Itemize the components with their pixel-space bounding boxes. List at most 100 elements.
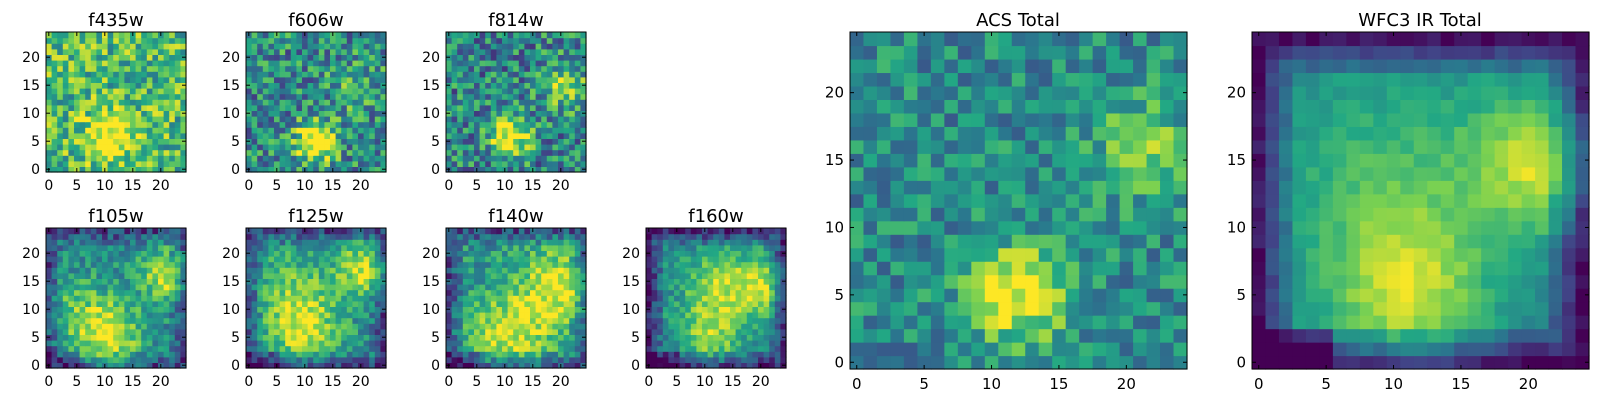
heatmap-cell bbox=[68, 93, 75, 100]
heatmap-cell bbox=[724, 351, 731, 358]
heatmap-cell bbox=[662, 261, 669, 268]
heatmap-cell bbox=[296, 356, 303, 363]
y-tick-label: 15 bbox=[422, 78, 440, 94]
heatmap-cell bbox=[850, 261, 865, 276]
heatmap-cell bbox=[679, 228, 686, 235]
heatmap-cell bbox=[502, 289, 509, 296]
heatmap-cell bbox=[51, 239, 58, 246]
heatmap-cell bbox=[346, 244, 353, 251]
heatmap-cell bbox=[1119, 261, 1134, 276]
heatmap-cell bbox=[850, 328, 865, 343]
heatmap-cell bbox=[274, 71, 281, 78]
heatmap-cell bbox=[485, 250, 492, 257]
heatmap-cell bbox=[363, 121, 370, 128]
heatmap-cell bbox=[485, 160, 492, 167]
heatmap-cell bbox=[746, 295, 753, 302]
heatmap-cell bbox=[51, 317, 58, 324]
heatmap-cell bbox=[462, 228, 469, 235]
heatmap-cell bbox=[457, 160, 464, 167]
heatmap-cell bbox=[135, 138, 142, 145]
heatmap-cell bbox=[169, 284, 176, 291]
heatmap-cell bbox=[358, 312, 365, 319]
heatmap-cell bbox=[552, 32, 559, 39]
heatmap-cell bbox=[262, 295, 269, 302]
heatmap-cell bbox=[730, 284, 737, 291]
heatmap-cell bbox=[518, 267, 525, 274]
y-tick-label: 5 bbox=[231, 134, 240, 150]
heatmap-cell bbox=[518, 362, 525, 369]
heatmap-cell bbox=[451, 295, 458, 302]
heatmap-cell bbox=[130, 312, 137, 319]
heatmap-cell bbox=[479, 149, 486, 156]
heatmap-cell bbox=[563, 138, 570, 145]
heatmap-cell bbox=[513, 60, 520, 67]
heatmap-cell bbox=[290, 144, 297, 151]
heatmap-cell bbox=[496, 110, 503, 117]
heatmap-cell bbox=[302, 312, 309, 319]
heatmap-cell bbox=[651, 340, 658, 347]
heatmap-cell bbox=[479, 110, 486, 117]
heatmap-cell bbox=[124, 345, 131, 352]
heatmap-cell bbox=[574, 267, 581, 274]
heatmap-cell bbox=[1079, 247, 1094, 262]
heatmap-cell bbox=[369, 110, 376, 117]
y-tick-label: 15 bbox=[22, 78, 40, 94]
heatmap-cell bbox=[474, 138, 481, 145]
heatmap-cell bbox=[279, 278, 286, 285]
heatmap-cell bbox=[124, 306, 131, 313]
heatmap-cell bbox=[146, 300, 153, 307]
heatmap-cell bbox=[102, 116, 109, 123]
heatmap-cell bbox=[113, 121, 120, 128]
heatmap-cell bbox=[1011, 315, 1026, 330]
heatmap-cell bbox=[563, 32, 570, 39]
heatmap-cell bbox=[102, 104, 109, 111]
heatmap-cell bbox=[752, 250, 759, 257]
heatmap-cell bbox=[1092, 288, 1107, 303]
heatmap-cell bbox=[246, 65, 253, 72]
heatmap-cell bbox=[674, 239, 681, 246]
heatmap-cell bbox=[668, 272, 675, 279]
heatmap-cell bbox=[257, 233, 264, 240]
heatmap-cell bbox=[580, 37, 587, 44]
heatmap-cell bbox=[552, 345, 559, 352]
heatmap-cell bbox=[890, 261, 905, 276]
heatmap-cell bbox=[90, 127, 97, 134]
heatmap-cell bbox=[451, 284, 458, 291]
heatmap-cell bbox=[1092, 220, 1107, 235]
heatmap-cell bbox=[102, 272, 109, 279]
heatmap-cell bbox=[774, 272, 781, 279]
heatmap-cell bbox=[335, 233, 342, 240]
y-tick-label: 15 bbox=[422, 274, 440, 290]
heatmap-cell bbox=[90, 295, 97, 302]
heatmap-cell bbox=[363, 284, 370, 291]
heatmap-cell bbox=[651, 300, 658, 307]
heatmap-cell bbox=[352, 289, 359, 296]
heatmap-cell bbox=[490, 104, 497, 111]
heatmap-cell bbox=[518, 116, 525, 123]
heatmap-cell bbox=[850, 220, 865, 235]
heatmap-cell bbox=[730, 289, 737, 296]
heatmap-cell bbox=[563, 289, 570, 296]
heatmap-cell bbox=[46, 155, 53, 162]
heatmap-cell bbox=[674, 244, 681, 251]
heatmap-cell bbox=[79, 48, 86, 55]
heatmap-cell bbox=[1038, 193, 1053, 208]
heatmap-cell bbox=[363, 340, 370, 347]
heatmap-cell bbox=[257, 261, 264, 268]
heatmap-cell bbox=[279, 362, 286, 369]
heatmap-cell bbox=[251, 88, 258, 95]
heatmap-cell bbox=[57, 334, 64, 341]
heatmap-cell bbox=[307, 267, 314, 274]
heatmap-cell bbox=[446, 351, 453, 358]
heatmap-cell bbox=[490, 300, 497, 307]
heatmap-cell bbox=[479, 37, 486, 44]
heatmap-cell bbox=[769, 340, 776, 347]
heatmap-cell bbox=[485, 323, 492, 330]
heatmap-cell bbox=[313, 312, 320, 319]
heatmap-cell bbox=[713, 250, 720, 257]
heatmap-cell bbox=[485, 362, 492, 369]
heatmap-cell bbox=[90, 93, 97, 100]
heatmap-cell bbox=[346, 323, 353, 330]
heatmap-cell bbox=[107, 239, 114, 246]
heatmap-cell bbox=[524, 132, 531, 139]
